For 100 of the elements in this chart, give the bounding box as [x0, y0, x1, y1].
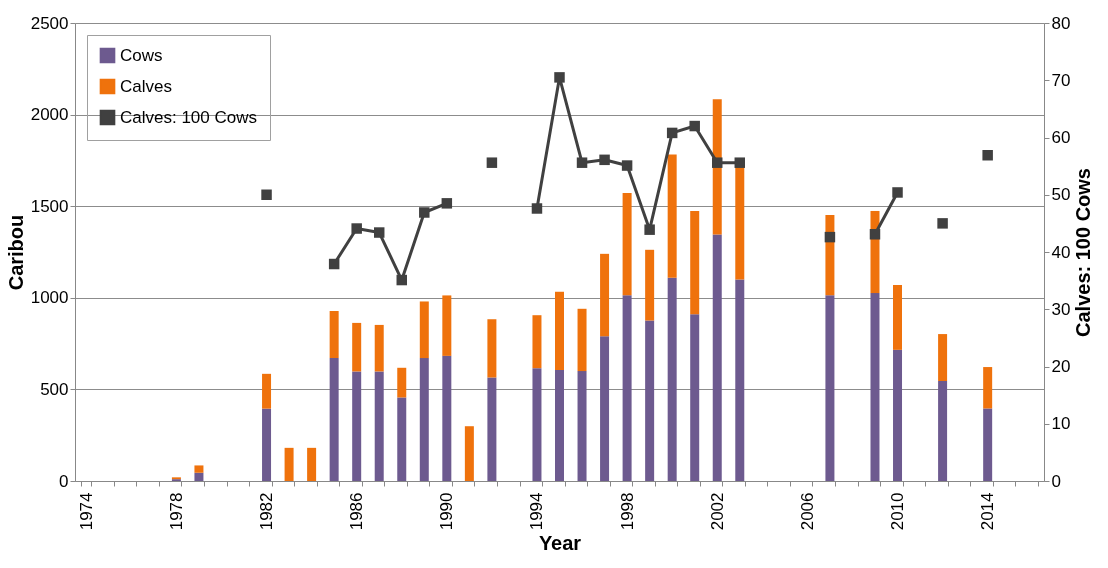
y-tick-label: 1500 [30, 196, 69, 216]
bar [194, 472, 204, 481]
bar [667, 277, 677, 481]
legend-label: Calves: 100 Cows [120, 107, 258, 127]
bar [893, 349, 903, 481]
bar [690, 314, 700, 481]
x-tick-label: 2014 [978, 492, 998, 531]
bar [397, 367, 407, 398]
bar [284, 447, 294, 481]
point [734, 157, 746, 168]
y-axis-title: Caribou [4, 214, 27, 291]
x-tick-label: 2010 [888, 492, 908, 531]
point [531, 203, 543, 214]
point [712, 157, 723, 168]
point [396, 274, 407, 286]
bar [622, 295, 632, 481]
bar [329, 358, 339, 481]
x-tick-label: 2006 [797, 492, 817, 531]
bar [352, 322, 362, 372]
y-tick-label: 2000 [30, 105, 69, 125]
y-tick-label: 500 [40, 379, 69, 399]
bar [983, 408, 993, 481]
bar [262, 408, 272, 481]
bar [600, 336, 610, 481]
legend-label: Cows [120, 45, 163, 65]
point [621, 160, 633, 171]
bar [555, 291, 564, 370]
point [328, 258, 340, 270]
point [599, 154, 610, 166]
bar [735, 279, 745, 481]
bar [712, 234, 722, 481]
point [689, 120, 700, 132]
bar [374, 371, 384, 481]
bar [690, 210, 700, 315]
bar [464, 426, 474, 481]
bar [194, 465, 204, 473]
y2-tick-label: 70 [1051, 70, 1071, 90]
bar [983, 367, 993, 409]
y2-tick-label: 0 [1051, 471, 1061, 491]
bar [352, 371, 362, 481]
y-tick-label: 0 [59, 471, 69, 491]
bar [532, 368, 542, 481]
bar [712, 99, 722, 235]
point [937, 218, 948, 229]
bar [419, 358, 429, 481]
bar [893, 284, 903, 350]
point [982, 150, 993, 161]
x-tick-label: 1994 [527, 492, 547, 531]
point [892, 187, 903, 198]
bar [532, 315, 542, 369]
x-axis-title: Year [538, 532, 582, 555]
point [419, 207, 430, 218]
point [373, 227, 385, 238]
bar [487, 319, 497, 378]
bar [442, 295, 452, 356]
x-tick-label: 1982 [257, 492, 277, 531]
point [666, 127, 678, 139]
bar [938, 380, 948, 481]
legend-label: Calves [120, 76, 172, 96]
y-tick-label: 1000 [30, 288, 69, 308]
bar [374, 324, 384, 372]
bar [667, 154, 677, 278]
x-tick-label: 1986 [347, 492, 367, 531]
bar [262, 373, 272, 409]
y2-tick-label: 40 [1051, 242, 1071, 262]
bar [645, 249, 655, 321]
bar [825, 295, 835, 481]
y2-tick-label: 80 [1051, 13, 1071, 33]
bar [577, 308, 587, 372]
point [644, 224, 655, 235]
y2-tick-label: 20 [1051, 357, 1071, 376]
x-tick-label: 2002 [707, 492, 727, 531]
x-tick-label: 1974 [76, 492, 96, 531]
y2-axis-title: Calves: 100 Cows [1072, 168, 1095, 337]
point [554, 72, 565, 83]
x-tick-label: 1998 [617, 492, 637, 531]
bar [645, 320, 655, 481]
bar [555, 369, 564, 481]
x-tick-label: 1990 [437, 492, 457, 531]
bar [577, 371, 587, 481]
bar [487, 377, 497, 481]
y2-tick-label: 10 [1051, 414, 1071, 434]
y2-tick-label: 50 [1051, 185, 1071, 205]
bar [622, 193, 632, 296]
point [261, 189, 272, 200]
point [486, 157, 498, 168]
point [576, 157, 588, 168]
y2-tick-label: 60 [1051, 128, 1071, 147]
point [441, 198, 453, 209]
x-tick-label: 1978 [166, 492, 186, 531]
point [869, 229, 881, 240]
bar [397, 397, 407, 481]
bar [870, 293, 880, 481]
point [824, 231, 836, 243]
bar [419, 301, 429, 359]
bar [600, 253, 610, 337]
bar [442, 355, 452, 481]
bar [938, 334, 948, 381]
point [351, 223, 362, 234]
bar [735, 165, 745, 280]
